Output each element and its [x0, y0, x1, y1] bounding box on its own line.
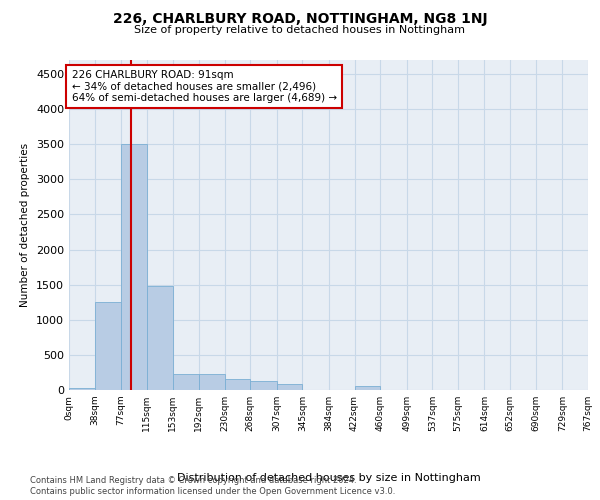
- Text: 226 CHARLBURY ROAD: 91sqm
← 34% of detached houses are smaller (2,496)
64% of se: 226 CHARLBURY ROAD: 91sqm ← 34% of detac…: [71, 70, 337, 103]
- Bar: [147, 286, 173, 390]
- X-axis label: Distribution of detached houses by size in Nottingham: Distribution of detached houses by size …: [176, 473, 481, 483]
- Bar: [224, 380, 250, 390]
- Y-axis label: Number of detached properties: Number of detached properties: [20, 143, 31, 307]
- Text: Contains public sector information licensed under the Open Government Licence v3: Contains public sector information licen…: [30, 487, 395, 496]
- Bar: [69, 388, 95, 390]
- Bar: [173, 374, 199, 390]
- Bar: [95, 302, 121, 390]
- Text: Size of property relative to detached houses in Nottingham: Size of property relative to detached ho…: [134, 25, 466, 35]
- Text: Contains HM Land Registry data © Crown copyright and database right 2024.: Contains HM Land Registry data © Crown c…: [30, 476, 356, 485]
- Bar: [277, 384, 302, 390]
- Bar: [121, 144, 147, 390]
- Bar: [355, 386, 380, 390]
- Bar: [199, 374, 224, 390]
- Text: 226, CHARLBURY ROAD, NOTTINGHAM, NG8 1NJ: 226, CHARLBURY ROAD, NOTTINGHAM, NG8 1NJ: [113, 12, 487, 26]
- Bar: [250, 381, 277, 390]
